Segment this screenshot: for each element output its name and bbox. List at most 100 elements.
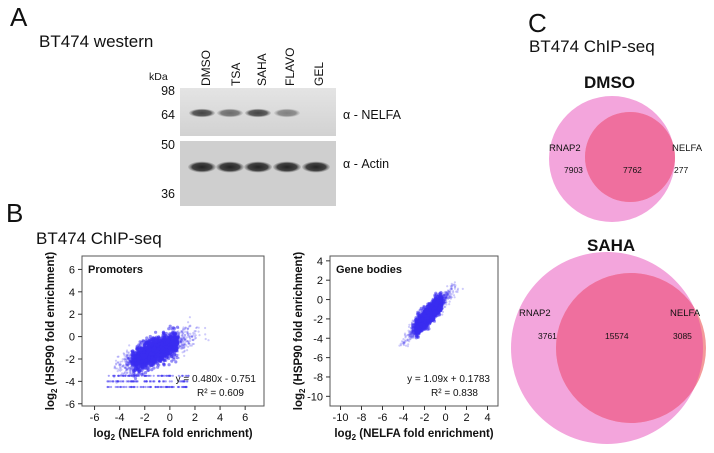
scatter-point bbox=[129, 360, 132, 363]
scatter-point bbox=[140, 372, 144, 376]
scatter-point bbox=[193, 337, 196, 340]
scatter-point bbox=[128, 355, 131, 358]
scatter-point bbox=[130, 380, 133, 383]
scatter-point bbox=[444, 293, 448, 296]
scatter-point bbox=[124, 367, 127, 370]
venn-overlap bbox=[556, 273, 703, 423]
scatter-point bbox=[126, 374, 129, 377]
scatter-point bbox=[113, 366, 116, 369]
scatter-point bbox=[411, 329, 414, 332]
scatter-point bbox=[119, 369, 122, 372]
scatter-point bbox=[181, 385, 184, 389]
scatter-point bbox=[194, 336, 198, 340]
scatter-point bbox=[161, 331, 165, 335]
scatter-point bbox=[149, 385, 152, 389]
scatter-point bbox=[445, 297, 448, 300]
scatter-point bbox=[184, 330, 187, 333]
scatter-point bbox=[136, 385, 139, 389]
blot-band-actin bbox=[216, 161, 244, 173]
scatter-point bbox=[177, 335, 180, 338]
scatter-point bbox=[445, 296, 448, 299]
scatter-point bbox=[138, 364, 143, 368]
scatter-point bbox=[447, 296, 450, 299]
scatter-point bbox=[184, 374, 187, 377]
scatter-point bbox=[413, 320, 416, 323]
scatter-point bbox=[412, 336, 415, 339]
scatter-point bbox=[168, 374, 171, 377]
scatter-point bbox=[125, 355, 128, 358]
scatter-point bbox=[411, 326, 414, 329]
scatter-point bbox=[435, 300, 439, 304]
scatter-point bbox=[445, 295, 448, 298]
scatter-point bbox=[123, 357, 126, 360]
scatter-point bbox=[143, 374, 146, 377]
scatter-point bbox=[182, 346, 185, 350]
scatter-point bbox=[126, 363, 129, 366]
scatter-point bbox=[115, 379, 118, 383]
scatter-point bbox=[455, 290, 458, 293]
scatter-point bbox=[431, 307, 435, 311]
scatter-point bbox=[127, 356, 130, 359]
scatter-point bbox=[178, 331, 181, 335]
scatter-point bbox=[180, 346, 183, 349]
scatter-point bbox=[191, 335, 194, 338]
scatter-point bbox=[180, 339, 184, 342]
mw-marker: 50 bbox=[161, 138, 175, 152]
scatter-point bbox=[128, 385, 131, 389]
scatter-point bbox=[170, 385, 173, 389]
x-tick-label: 2 bbox=[192, 412, 198, 424]
panel-b-letter: B bbox=[6, 198, 24, 228]
scatter-point bbox=[442, 293, 445, 297]
scatter-point bbox=[159, 359, 163, 363]
scatter-point bbox=[404, 339, 407, 342]
scatter-point bbox=[187, 342, 190, 345]
scatter-point bbox=[449, 284, 452, 287]
scatter-point bbox=[129, 371, 132, 374]
scatter-point bbox=[182, 380, 186, 383]
scatter-point bbox=[149, 385, 152, 389]
scatter-point bbox=[449, 288, 452, 291]
venn-count-right: 3085 bbox=[673, 331, 692, 341]
scatter-point bbox=[412, 333, 415, 336]
scatter-point bbox=[125, 353, 128, 356]
scatter-point bbox=[125, 350, 128, 354]
scatter-point bbox=[446, 296, 449, 299]
scatter-point bbox=[447, 292, 450, 295]
scatter-point bbox=[446, 292, 449, 295]
scatter-point bbox=[123, 353, 126, 356]
scatter-point bbox=[181, 380, 184, 383]
scatter-point bbox=[160, 342, 164, 346]
scatter-point bbox=[195, 326, 198, 330]
scatter-point bbox=[418, 308, 422, 312]
scatter-point bbox=[410, 330, 413, 333]
scatter-point bbox=[122, 385, 125, 389]
scatter-point bbox=[182, 344, 185, 347]
scatter-point bbox=[148, 342, 152, 346]
scatter-point bbox=[183, 338, 186, 341]
scatter-point bbox=[185, 344, 188, 347]
scatter-point bbox=[184, 385, 187, 389]
scatter-point bbox=[408, 338, 411, 341]
scatter-point bbox=[411, 330, 415, 333]
lane-label: SAHA bbox=[255, 53, 269, 86]
scatter-point bbox=[146, 385, 149, 389]
scatter-point bbox=[192, 334, 195, 337]
scatter-point bbox=[158, 380, 161, 383]
scatter-point bbox=[411, 331, 414, 334]
y-tick-label: 2 bbox=[69, 309, 75, 321]
scatter-point bbox=[145, 374, 148, 377]
scatter-point bbox=[128, 374, 131, 377]
mw-marker: 36 bbox=[161, 187, 175, 201]
scatter-point bbox=[126, 367, 129, 371]
scatter-point bbox=[182, 380, 185, 383]
scatter-point bbox=[133, 373, 137, 377]
scatter-point bbox=[122, 374, 125, 377]
scatter-point bbox=[184, 326, 187, 329]
scatter-point bbox=[180, 336, 183, 339]
scatter-point bbox=[445, 291, 448, 294]
scatter-point bbox=[443, 293, 446, 296]
scatter-point bbox=[148, 380, 151, 383]
scatter-point bbox=[444, 296, 447, 299]
scatter-point bbox=[444, 297, 447, 300]
